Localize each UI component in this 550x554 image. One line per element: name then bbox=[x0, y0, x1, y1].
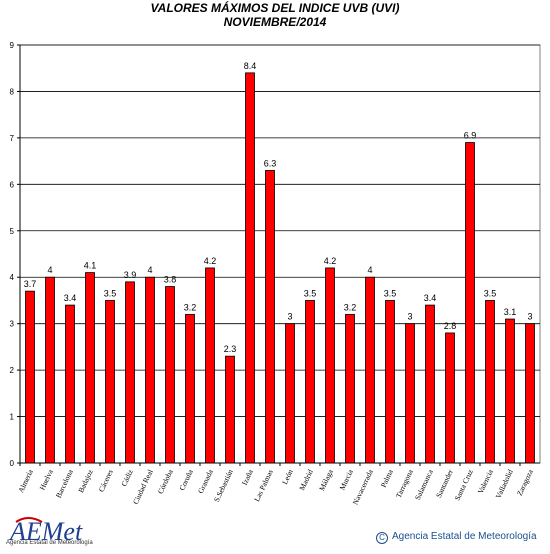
x-tick-label: Santa Cruz bbox=[453, 467, 475, 501]
data-label: 6.3 bbox=[264, 158, 277, 168]
bar bbox=[505, 318, 515, 464]
y-tick-label: 7 bbox=[10, 134, 15, 143]
x-tick-label: Cádiz bbox=[119, 467, 135, 487]
bar bbox=[445, 332, 455, 464]
bar bbox=[365, 276, 375, 464]
bar bbox=[465, 142, 475, 464]
x-tick-label: Las Palmas bbox=[252, 468, 275, 503]
x-tick-label: Murcia bbox=[337, 467, 355, 491]
y-tick-label: 2 bbox=[10, 366, 15, 375]
y-tick-label: 6 bbox=[10, 180, 15, 189]
bar bbox=[425, 304, 435, 464]
data-label: 3 bbox=[527, 312, 532, 322]
data-label: 6.9 bbox=[464, 131, 477, 141]
x-tick-label: Granada bbox=[196, 467, 215, 494]
bar bbox=[225, 355, 235, 464]
data-label: 3.7 bbox=[24, 279, 37, 289]
y-tick-label: 1 bbox=[10, 413, 15, 422]
chart-subtitle: NOVIEMBRE/2014 bbox=[223, 15, 327, 29]
data-label: 3.4 bbox=[424, 293, 437, 303]
data-label: 8.4 bbox=[244, 61, 257, 71]
bar bbox=[485, 300, 495, 464]
x-tick-label: Badajoz bbox=[76, 467, 95, 494]
y-tick-label: 9 bbox=[10, 41, 15, 50]
bar bbox=[345, 313, 355, 464]
plot-area bbox=[19, 44, 541, 464]
x-tick-label: Tarragona bbox=[394, 467, 415, 499]
bar bbox=[405, 323, 415, 464]
x-tick-label: Navacerrada bbox=[351, 467, 375, 506]
bar bbox=[385, 300, 395, 464]
data-label: 2.3 bbox=[224, 344, 237, 354]
bar bbox=[65, 304, 75, 464]
data-label: 3 bbox=[287, 312, 292, 322]
x-tick-label: Salamanca bbox=[413, 467, 435, 501]
x-tick-label: Izaña bbox=[240, 467, 255, 486]
logo-subtext: Agencia Estatal de Meteorología bbox=[6, 540, 93, 546]
x-tick-label: Valencia bbox=[476, 467, 495, 495]
copyright-icon: C bbox=[376, 532, 388, 544]
x-tick-label: Huelva bbox=[37, 467, 55, 491]
data-label: 2.8 bbox=[444, 321, 457, 331]
data-label: 3.5 bbox=[104, 288, 117, 298]
credit-text: C Agencia Estatal de Meteorología bbox=[376, 531, 537, 544]
data-label: 4.2 bbox=[204, 256, 217, 266]
x-tick-label: Barcelona bbox=[54, 467, 75, 499]
data-label: 4 bbox=[47, 265, 52, 275]
x-tick-label: Zaragoza bbox=[515, 467, 535, 497]
data-label: 4.1 bbox=[84, 261, 97, 271]
data-label: 3.5 bbox=[484, 288, 497, 298]
bar bbox=[245, 72, 255, 464]
x-tick-label: Cáceres bbox=[97, 468, 115, 493]
bar bbox=[205, 267, 215, 464]
data-label: 4 bbox=[367, 265, 372, 275]
data-label: 3.2 bbox=[344, 302, 357, 312]
bar bbox=[285, 323, 295, 464]
credit-label: Agencia Estatal de Meteorología bbox=[392, 531, 537, 542]
data-label: 3.2 bbox=[184, 302, 197, 312]
x-tick-label: Palma bbox=[379, 467, 395, 488]
y-tick-label: 0 bbox=[10, 459, 15, 468]
y-tick-label: 4 bbox=[10, 273, 15, 282]
x-tick-label: Coruña bbox=[177, 467, 195, 491]
bar bbox=[105, 300, 115, 464]
bar bbox=[305, 300, 315, 464]
bar bbox=[145, 276, 155, 464]
x-tick-label: Santander bbox=[434, 468, 455, 499]
chart-title: VALORES MÁXIMOS DEL INDICE UVB (UVI) bbox=[150, 1, 400, 15]
data-label: 3 bbox=[407, 312, 412, 322]
x-tick-label: Almería bbox=[16, 467, 35, 494]
y-tick-label: 5 bbox=[10, 227, 15, 236]
data-label: 3.9 bbox=[124, 270, 137, 280]
bar bbox=[25, 290, 35, 464]
x-tick-label: Valladolid bbox=[494, 468, 515, 500]
bar bbox=[325, 267, 335, 464]
bar bbox=[185, 313, 195, 464]
data-label: 3.8 bbox=[164, 275, 177, 285]
x-tick-label: Madrid bbox=[297, 468, 315, 492]
y-tick-label: 3 bbox=[10, 320, 15, 329]
bar bbox=[525, 323, 535, 464]
data-label: 3.5 bbox=[384, 288, 397, 298]
x-tick-label: Ciudad Real bbox=[131, 468, 155, 506]
data-label: 3.4 bbox=[64, 293, 77, 303]
data-label: 4.2 bbox=[324, 256, 337, 266]
data-label: 3.1 bbox=[504, 307, 517, 317]
data-label: 4 bbox=[147, 265, 152, 275]
bar bbox=[165, 286, 175, 464]
x-tick-label: Málaga bbox=[317, 467, 335, 492]
aemet-logo: AEMet bbox=[8, 517, 83, 546]
bar bbox=[85, 272, 95, 464]
data-label: 3.5 bbox=[304, 288, 317, 298]
x-tick-label: Córdoba bbox=[156, 467, 175, 495]
x-tick-label: S.Sebastián bbox=[212, 468, 235, 504]
x-tick-label: León bbox=[280, 468, 295, 486]
bar bbox=[45, 276, 55, 464]
y-tick-label: 8 bbox=[10, 87, 15, 96]
svg-text:AEMet: AEMet bbox=[8, 517, 83, 546]
bar bbox=[265, 169, 275, 464]
bar bbox=[125, 281, 135, 464]
